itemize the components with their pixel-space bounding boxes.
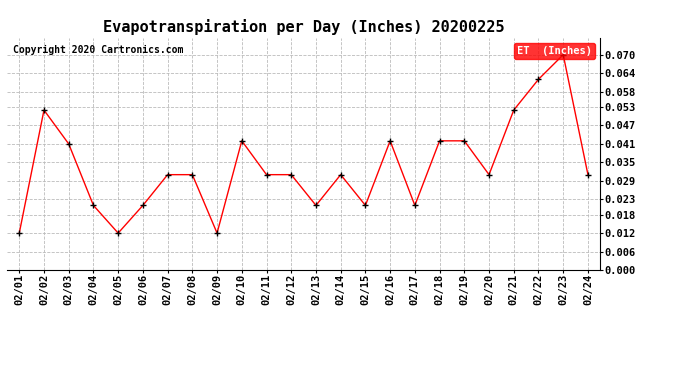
Title: Evapotranspiration per Day (Inches) 20200225: Evapotranspiration per Day (Inches) 2020…: [103, 19, 504, 35]
Text: Copyright 2020 Cartronics.com: Copyright 2020 Cartronics.com: [13, 45, 184, 54]
Legend: ET  (Inches): ET (Inches): [514, 43, 595, 59]
